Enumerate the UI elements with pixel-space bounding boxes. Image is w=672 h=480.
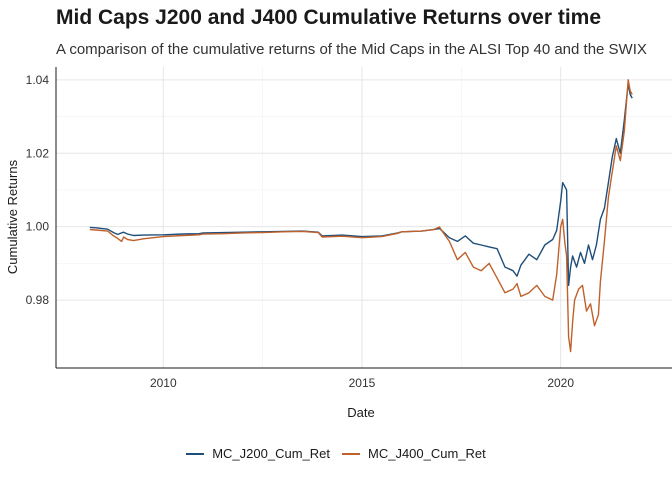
series-group: [89, 79, 633, 353]
legend-swatch-j200: [186, 452, 205, 455]
series-line-mc-j200-cum-ret: [89, 82, 633, 287]
x-tick-label: 2010: [150, 376, 177, 390]
legend-item-j200: MC_J200_Cum_Ret: [186, 446, 330, 461]
grid-lines: [56, 67, 672, 368]
x-axis-title: Date: [347, 405, 374, 420]
legend-label-j400: MC_J400_Cum_Ret: [368, 446, 486, 461]
legend-label-j200: MC_J200_Cum_Ret: [212, 446, 330, 461]
y-tick-label: 1.02: [26, 146, 50, 160]
legend: MC_J200_Cum_Ret MC_J400_Cum_Ret: [0, 446, 672, 461]
chart-title: Mid Caps J200 and J400 Cumulative Return…: [56, 6, 602, 29]
chart-subtitle: A comparison of the cumulative returns o…: [56, 41, 647, 58]
axes: [55, 67, 672, 369]
tick-labels: 0.98 1.00 1.02 1.04 2010 2015 2020: [26, 73, 575, 390]
y-axis-title: Cumulative Returns: [5, 159, 20, 274]
x-tick-label: 2020: [547, 376, 574, 390]
legend-swatch-j400: [342, 452, 360, 455]
x-tick-label: 2015: [349, 376, 376, 390]
y-tick-label: 0.98: [26, 293, 50, 307]
y-tick-label: 1.04: [26, 73, 50, 87]
series-line-mc-j400-cum-ret: [89, 79, 633, 353]
y-tick-label: 1.00: [26, 220, 50, 234]
legend-item-j400: MC_J400_Cum_Ret: [342, 446, 486, 461]
